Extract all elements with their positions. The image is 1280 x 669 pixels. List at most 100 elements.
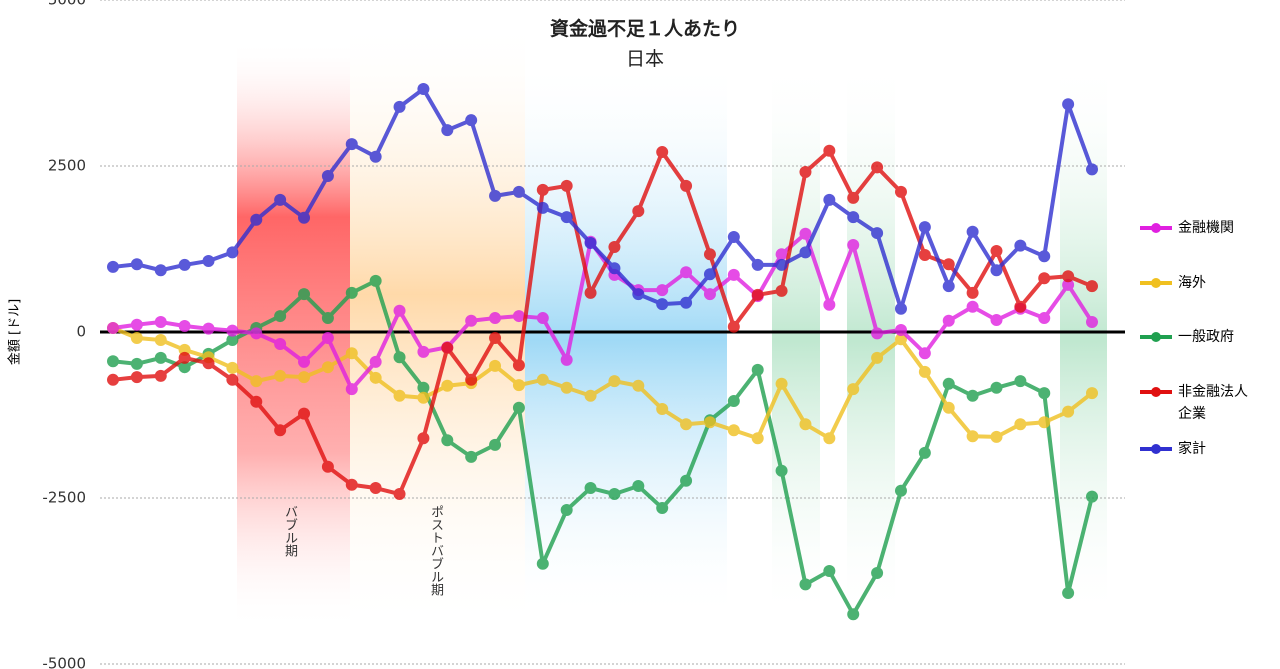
point (918, 347, 931, 360)
point (536, 557, 549, 570)
point (465, 314, 478, 327)
point (823, 193, 836, 206)
point (130, 318, 143, 331)
y-axis-label: 金額 [ドル] (7, 299, 23, 365)
point (345, 286, 358, 299)
point (1038, 416, 1051, 429)
point (345, 138, 358, 151)
point (608, 375, 621, 388)
point (847, 191, 860, 204)
point (918, 365, 931, 378)
point (321, 460, 334, 473)
point (536, 183, 549, 196)
point (560, 503, 573, 516)
point (632, 480, 645, 493)
point (799, 227, 812, 240)
point (393, 389, 406, 402)
point (560, 179, 573, 192)
point (345, 383, 358, 396)
point (369, 150, 382, 163)
point (966, 225, 979, 238)
point (775, 377, 788, 390)
point (274, 369, 287, 382)
point (369, 355, 382, 368)
point (130, 331, 143, 344)
legend-item: 金融機関 (1140, 220, 1270, 239)
point (632, 379, 645, 392)
point (441, 341, 454, 354)
legend-item: 非金融法人企業 (1140, 384, 1270, 425)
point (799, 165, 812, 178)
point (417, 381, 430, 394)
point (942, 314, 955, 327)
point (751, 258, 764, 271)
point (584, 482, 597, 495)
point (321, 312, 334, 325)
point (1062, 98, 1075, 111)
point (298, 211, 311, 224)
point (1086, 163, 1098, 176)
point (942, 280, 955, 293)
point (369, 482, 382, 495)
point (871, 227, 884, 240)
point (799, 246, 812, 259)
point (560, 353, 573, 366)
y-tick-label: -2500 (42, 489, 86, 507)
point (680, 179, 693, 192)
point (154, 333, 167, 346)
y-tick-label: 0 (76, 323, 86, 341)
point (751, 288, 764, 301)
annotation: バブル期 (282, 505, 297, 557)
point (871, 351, 884, 364)
point (871, 327, 884, 340)
point (465, 373, 478, 386)
point (250, 395, 263, 408)
annotation: ポストバブル期 (428, 505, 443, 596)
y-tick-label: 2500 (48, 157, 86, 175)
point (489, 189, 502, 202)
series (107, 144, 1098, 501)
point (512, 401, 525, 414)
point (130, 357, 143, 370)
y-tick-label: -5000 (42, 655, 86, 669)
point (751, 363, 764, 376)
point (250, 327, 263, 340)
point (345, 347, 358, 360)
point (727, 395, 740, 408)
point (894, 185, 907, 198)
point (727, 320, 740, 333)
point (107, 322, 119, 335)
point (560, 211, 573, 224)
point (656, 284, 669, 297)
legend-swatch (1140, 332, 1172, 342)
legend-item: 一般政府 (1140, 329, 1270, 348)
point (107, 355, 119, 368)
point (990, 244, 1003, 257)
point (1062, 270, 1075, 283)
point (154, 264, 167, 277)
point (847, 608, 860, 621)
point (608, 488, 621, 501)
point (536, 312, 549, 325)
point (489, 359, 502, 372)
point (990, 381, 1003, 394)
point (298, 407, 311, 420)
point (823, 144, 836, 157)
point (966, 300, 979, 313)
legend-swatch (1140, 278, 1172, 288)
point (178, 351, 191, 364)
legend-label: 海外 (1178, 275, 1206, 291)
point (1038, 250, 1051, 263)
point (1086, 280, 1098, 293)
point (202, 357, 215, 370)
point (680, 296, 693, 309)
point (154, 351, 167, 364)
point (536, 373, 549, 386)
point (918, 248, 931, 261)
point (656, 403, 669, 416)
point (894, 324, 907, 337)
point (202, 322, 215, 335)
point (345, 478, 358, 491)
point (847, 211, 860, 224)
